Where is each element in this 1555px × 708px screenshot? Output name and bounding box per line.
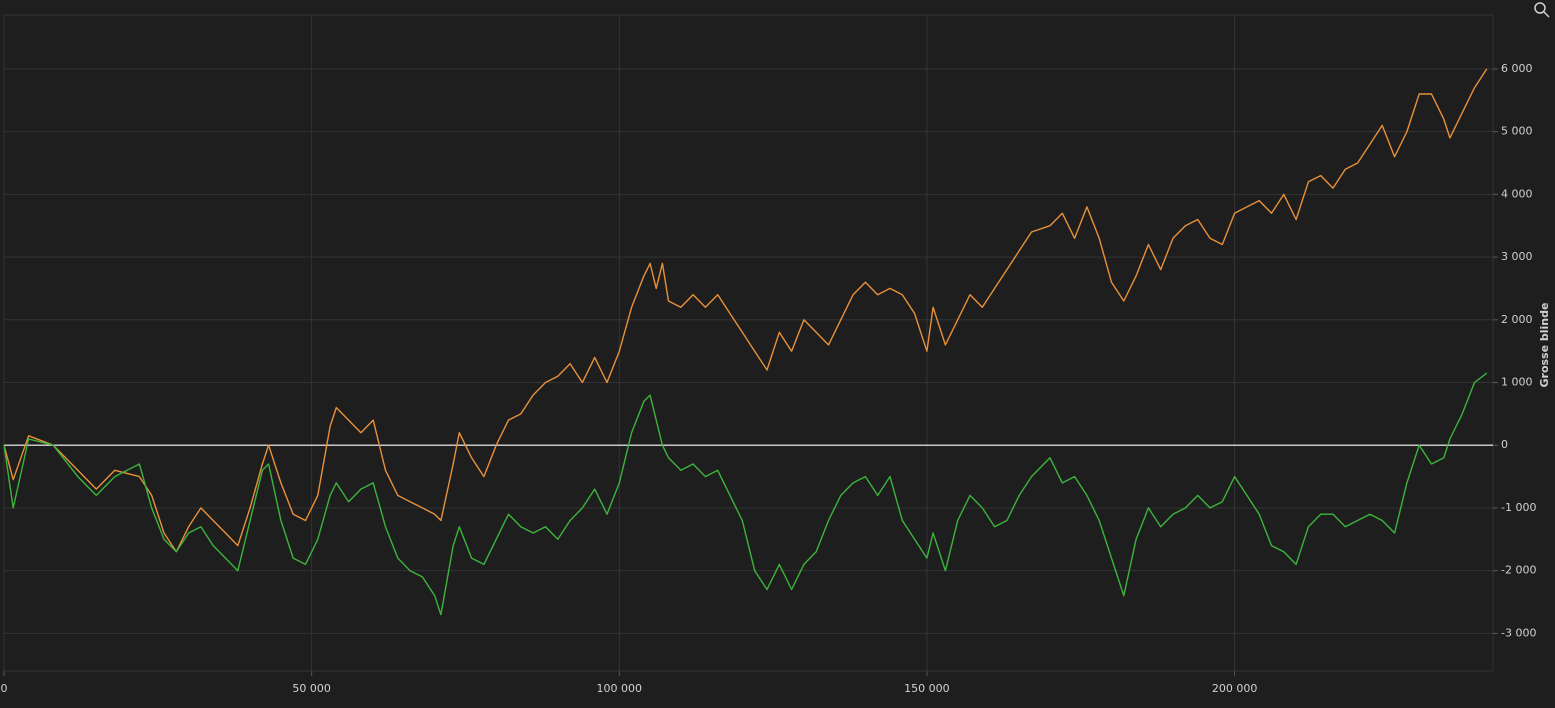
y-tick-label: 1 000 (1501, 376, 1533, 389)
y-tick-label: 5 000 (1501, 125, 1533, 138)
x-tick-label: 150 000 (904, 682, 950, 695)
y-tick-label: 4 000 (1501, 187, 1533, 200)
x-tick-label: 200 000 (1212, 682, 1258, 695)
y-tick-label: 2 000 (1501, 313, 1533, 326)
zoom-lens (1534, 2, 1546, 14)
series-line (3, 68, 1488, 553)
zoom-handle (1543, 11, 1550, 18)
y-tick-label: 0 (1501, 438, 1508, 451)
y-tick-label: 3 000 (1501, 250, 1533, 263)
series-line (3, 372, 1488, 616)
y-tick-label: -1 000 (1501, 501, 1536, 514)
y-tick-label: -3 000 (1501, 626, 1536, 639)
y-tick-label: -2 000 (1501, 564, 1536, 577)
y-axis-label: Grosse blinde (1538, 303, 1551, 388)
zoom-icon[interactable] (1534, 2, 1550, 18)
x-tick-label: 0 (1, 682, 8, 695)
x-tick-label: 100 000 (597, 682, 643, 695)
y-tick-label: 6 000 (1501, 62, 1533, 75)
x-tick-label: 50 000 (292, 682, 331, 695)
